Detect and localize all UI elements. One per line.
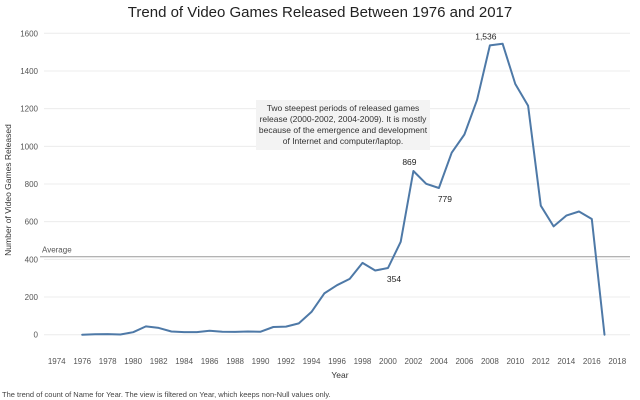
x-tick-label: 1980 bbox=[124, 357, 142, 366]
chart-annotation: Two steepest periods of released games r… bbox=[256, 100, 430, 150]
x-tick-label: 1982 bbox=[150, 357, 168, 366]
y-tick-label: 800 bbox=[25, 180, 39, 189]
x-tick-label: 1974 bbox=[48, 357, 66, 366]
x-tick-label: 2000 bbox=[379, 357, 397, 366]
x-tick-label: 2010 bbox=[506, 357, 524, 366]
x-tick-label: 2016 bbox=[583, 357, 601, 366]
y-tick-label: 600 bbox=[25, 218, 39, 227]
y-axis-title: Number of Video Games Released bbox=[3, 124, 13, 256]
x-tick-label: 1976 bbox=[73, 357, 91, 366]
series-line bbox=[81, 42, 606, 336]
average-label: Average bbox=[42, 246, 72, 255]
data-label: 869 bbox=[402, 157, 416, 167]
y-tick-label: 1000 bbox=[20, 142, 38, 151]
y-tick-label: 1200 bbox=[20, 105, 38, 114]
data-label: 354 bbox=[387, 274, 401, 284]
x-tick-label: 2004 bbox=[430, 357, 448, 366]
series-group bbox=[81, 42, 606, 336]
data-label: 1,536 bbox=[475, 31, 497, 41]
x-tick-label: 1978 bbox=[99, 357, 117, 366]
x-tick-label: 1992 bbox=[277, 357, 295, 366]
x-tick-label: 2006 bbox=[455, 357, 473, 366]
x-tick-label: 1996 bbox=[328, 357, 346, 366]
x-tick-label: 1990 bbox=[252, 357, 270, 366]
data-label-group: 1,536 869 779 354 bbox=[387, 31, 497, 284]
chart-caption: The trend of count of Name for Year. The… bbox=[2, 390, 331, 399]
x-tick-label: 2014 bbox=[557, 357, 575, 366]
x-tick-label: 1994 bbox=[303, 357, 321, 366]
x-axis-title: Year bbox=[331, 370, 348, 380]
x-tick-label: 1984 bbox=[175, 357, 193, 366]
y-tick-label: 1400 bbox=[20, 67, 38, 76]
x-tick-label: 1998 bbox=[354, 357, 372, 366]
x-tick-label: 2018 bbox=[608, 357, 626, 366]
axes: 0 200 400 600 800 1000 1200 1400 1600 1974 1976 197… bbox=[20, 29, 627, 366]
x-tick-label: 1986 bbox=[201, 357, 219, 366]
y-tick-label: 400 bbox=[25, 255, 39, 264]
gridlines bbox=[44, 32, 630, 336]
average-reference-line-group: Average bbox=[40, 246, 630, 258]
chart-title: Trend of Video Games Released Between 19… bbox=[127, 4, 513, 21]
y-tick-label: 0 bbox=[34, 331, 39, 340]
y-tick-label: 1600 bbox=[20, 29, 38, 38]
data-label: 779 bbox=[438, 194, 452, 204]
y-tick-label: 200 bbox=[25, 293, 39, 302]
x-tick-label: 2012 bbox=[532, 357, 550, 366]
x-tick-label: 2002 bbox=[405, 357, 423, 366]
x-tick-label: 1988 bbox=[226, 357, 244, 366]
x-tick-label: 2008 bbox=[481, 357, 499, 366]
